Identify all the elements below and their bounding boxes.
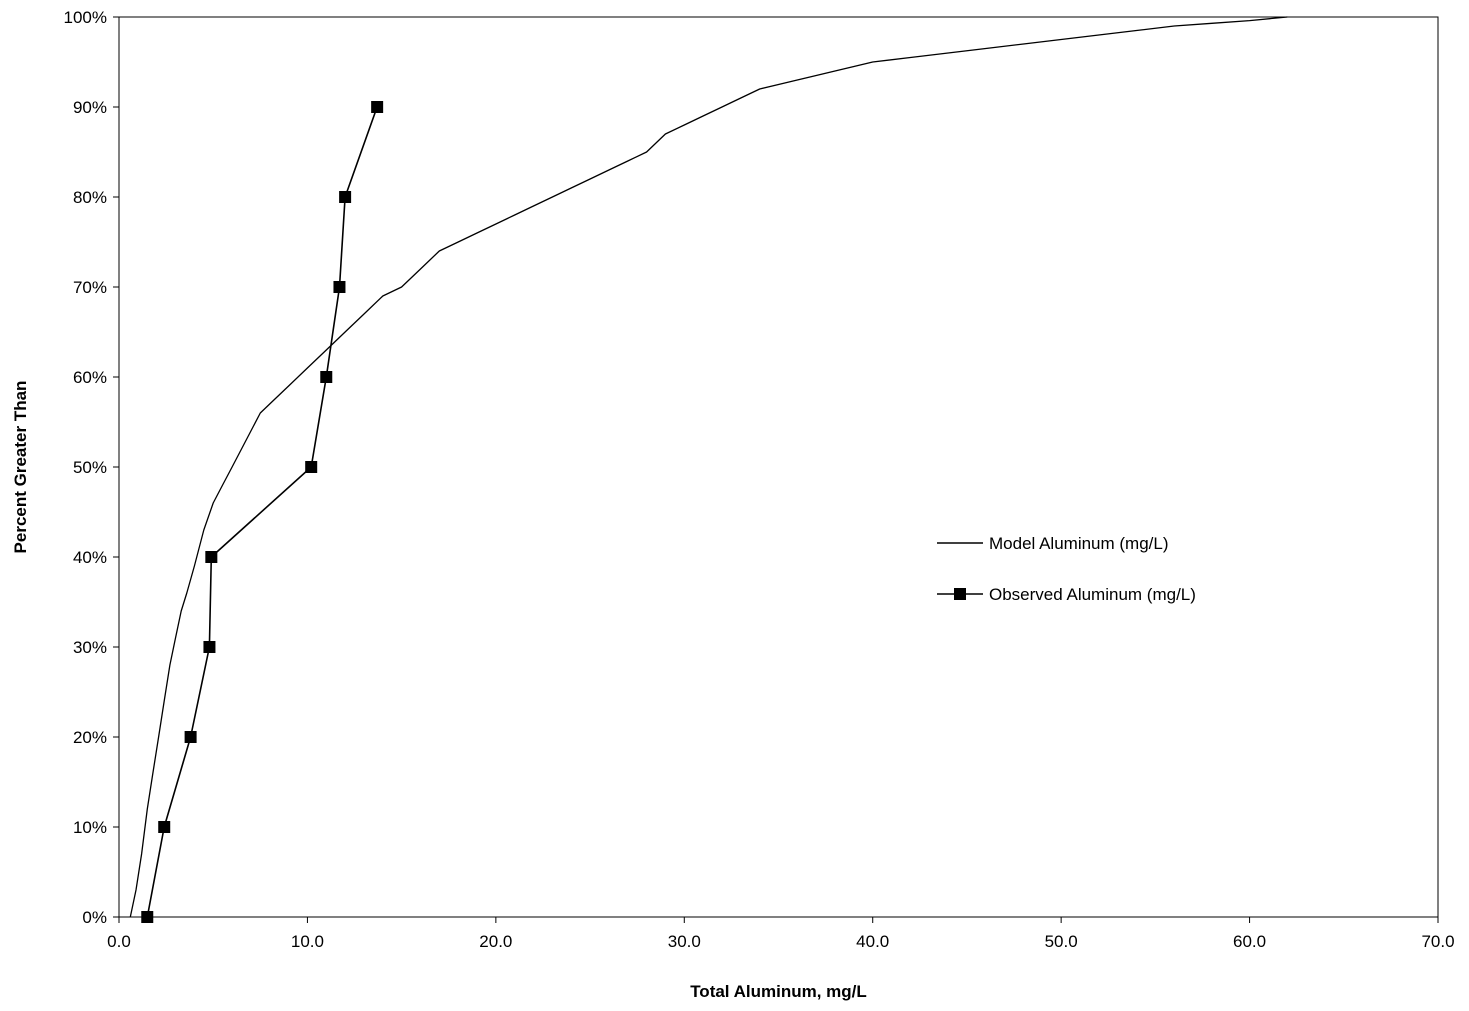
observed-point — [141, 911, 154, 923]
y-tick-label: 40% — [73, 548, 107, 567]
y-axis: 0% 10% 20% 30% 40% 50% 60% 70% 80% 90% 100% — [64, 8, 119, 927]
x-axis: 0.0 10.0 20.0 30.0 40.0 50.0 60.0 70.0 — [107, 917, 1455, 951]
model-aluminum-line — [129, 16, 1288, 918]
observed-point — [203, 641, 216, 653]
observed-point — [158, 821, 171, 833]
x-tick-label: 60.0 — [1233, 932, 1266, 951]
observed-point — [205, 551, 218, 563]
y-tick-label: 80% — [73, 188, 107, 207]
legend-model-label: Model Aluminum (mg/L) — [989, 534, 1169, 553]
x-tick-label: 0.0 — [107, 932, 131, 951]
observed-point — [320, 371, 333, 383]
observed-point — [305, 461, 318, 473]
y-tick-label: 50% — [73, 458, 107, 477]
plot-area — [118, 16, 1439, 918]
observed-aluminum-line — [146, 106, 378, 918]
x-tick-label: 40.0 — [856, 932, 889, 951]
observed-point — [333, 281, 346, 293]
y-tick-label: 60% — [73, 368, 107, 387]
y-tick-label: 70% — [73, 278, 107, 297]
x-tick-label: 10.0 — [291, 932, 324, 951]
y-tick-label: 10% — [73, 818, 107, 837]
y-axis-title: Percent Greater Than — [11, 381, 30, 554]
y-tick-label: 0% — [82, 908, 107, 927]
x-axis-title: Total Aluminum, mg/L — [690, 982, 867, 1001]
series-layer — [129, 16, 1288, 923]
legend-observed-marker — [954, 588, 966, 600]
y-tick-label: 20% — [73, 728, 107, 747]
y-tick-label: 30% — [73, 638, 107, 657]
y-tick-label: 100% — [64, 8, 107, 27]
observed-point — [339, 191, 352, 203]
legend: Model Aluminum (mg/L) Observed Aluminum … — [937, 534, 1196, 604]
x-tick-label: 30.0 — [668, 932, 701, 951]
y-tick-label: 90% — [73, 98, 107, 117]
observed-point — [184, 731, 197, 743]
x-tick-label: 70.0 — [1421, 932, 1454, 951]
x-tick-label: 20.0 — [479, 932, 512, 951]
observed-point — [371, 101, 384, 113]
legend-observed-label: Observed Aluminum (mg/L) — [989, 585, 1196, 604]
x-tick-label: 50.0 — [1045, 932, 1078, 951]
